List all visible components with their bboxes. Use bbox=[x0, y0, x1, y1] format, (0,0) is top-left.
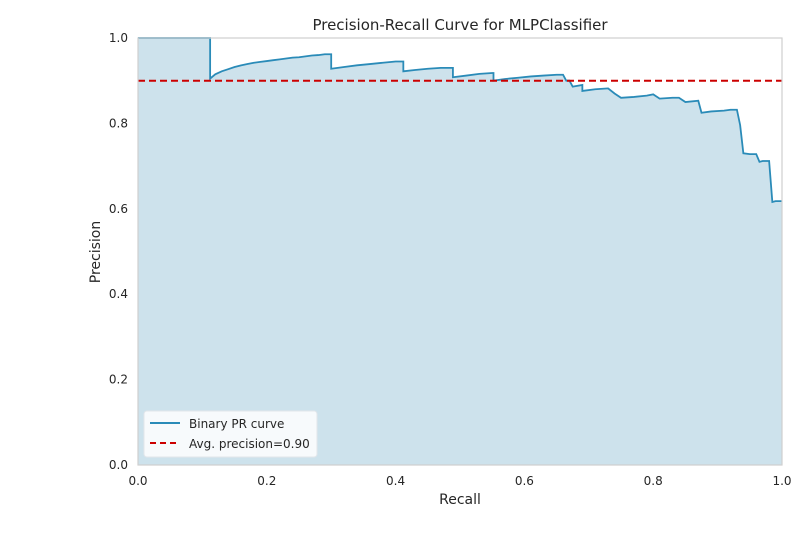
y-axis-label: Precision bbox=[88, 221, 104, 283]
y-tick-label: 0.8 bbox=[109, 116, 128, 130]
x-tick-label: 0.0 bbox=[128, 474, 147, 488]
x-tick-label: 0.8 bbox=[644, 474, 663, 488]
y-axis-ticks: 0.0 0.2 0.4 0.6 0.8 1.0 bbox=[109, 31, 128, 472]
plot-frame bbox=[137, 37, 783, 466]
chart-title: Precision-Recall Curve for MLPClassifier bbox=[312, 16, 608, 34]
y-tick-label: 0.0 bbox=[109, 458, 128, 472]
x-tick-label: 0.6 bbox=[515, 474, 534, 488]
y-tick-label: 0.2 bbox=[109, 373, 128, 387]
x-axis-label: Recall bbox=[439, 492, 481, 508]
series-layer bbox=[138, 37, 782, 465]
x-axis-ticks: 0.0 0.2 0.4 0.6 0.8 1.0 bbox=[128, 474, 791, 488]
pr-curve-area bbox=[138, 38, 782, 465]
x-tick-label: 0.2 bbox=[257, 474, 276, 488]
legend-pr-curve-label: Binary PR curve bbox=[189, 417, 284, 431]
legend: Binary PR curve Avg. precision=0.90 bbox=[143, 410, 318, 458]
y-tick-label: 0.6 bbox=[109, 202, 128, 216]
y-tick-label: 1.0 bbox=[109, 31, 128, 45]
y-tick-label: 0.4 bbox=[109, 287, 128, 301]
x-tick-label: 1.0 bbox=[772, 474, 791, 488]
legend-box bbox=[143, 410, 318, 458]
pr-curve-line bbox=[138, 37, 782, 204]
legend-avg-precision-label: Avg. precision=0.90 bbox=[189, 437, 310, 451]
x-tick-label: 0.4 bbox=[386, 474, 405, 488]
